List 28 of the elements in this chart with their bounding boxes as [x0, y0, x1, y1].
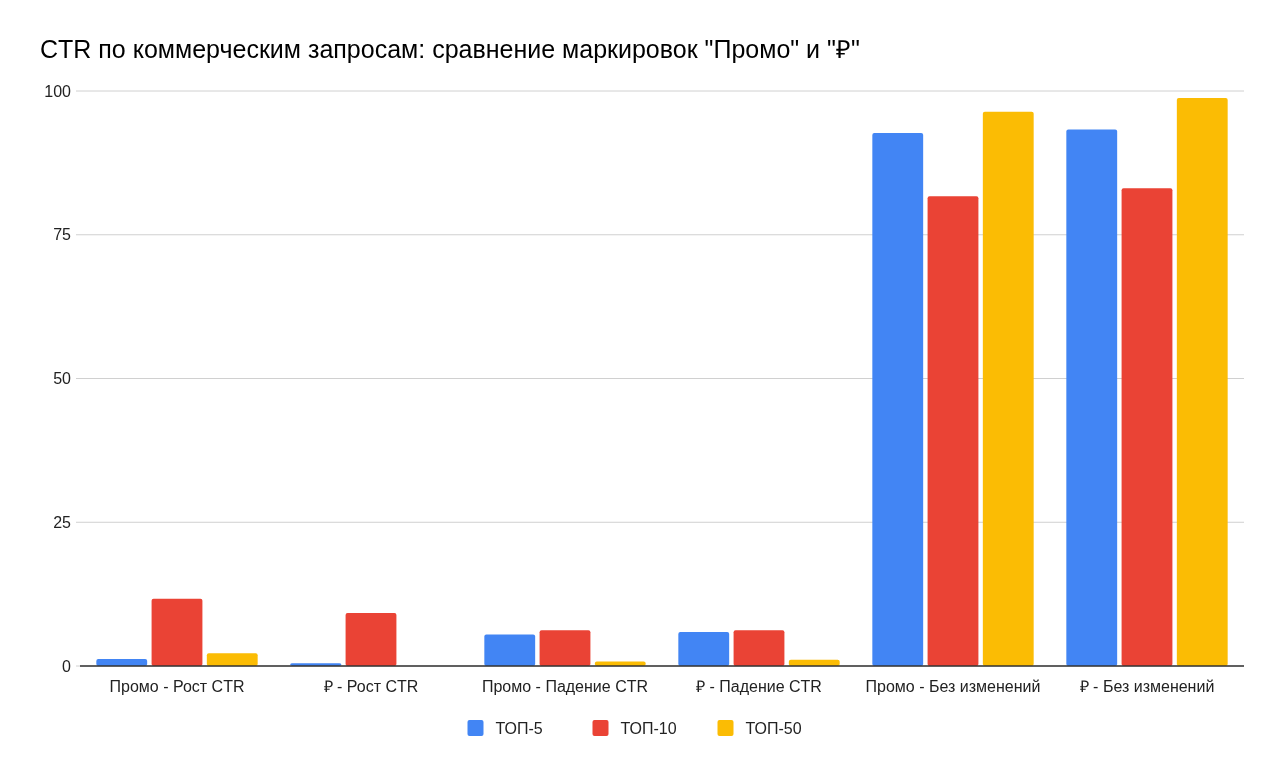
bar	[345, 613, 397, 666]
bar	[539, 630, 591, 666]
legend-label: ТОП-50	[745, 719, 802, 737]
y-tick-label: 50	[53, 370, 72, 388]
bar	[927, 196, 979, 666]
bar	[872, 132, 924, 666]
legend-label: ТОП-5	[495, 719, 543, 737]
x-tick-label: Промо - Рост CTR	[109, 678, 245, 695]
x-tick-label: ₽ - Без изменений	[1079, 678, 1215, 695]
x-tick-label: Промо - Падение CTR	[481, 678, 649, 695]
bar	[982, 111, 1034, 666]
y-tick-label: 100	[44, 82, 72, 100]
bar	[1066, 129, 1118, 666]
y-tick-label: 75	[53, 226, 72, 244]
x-tick-label: ₽ - Рост CTR	[323, 678, 419, 695]
legend-label: ТОП-10	[620, 719, 677, 737]
x-tick-label: ₽ - Падение CTR	[696, 678, 822, 695]
bar	[151, 598, 203, 666]
y-tick-label: 0	[62, 657, 72, 675]
bar	[678, 632, 730, 666]
chart-title: CTR по коммерческим запросам: сравнение маркировок "Промо" и "₽"	[40, 35, 860, 63]
bar	[484, 634, 536, 666]
bar	[1121, 188, 1173, 666]
bar	[1176, 97, 1228, 666]
x-tick-label: Промо - Без изменений	[865, 678, 1041, 695]
bar	[733, 630, 785, 666]
bar	[206, 653, 258, 666]
y-tick-label: 25	[53, 513, 72, 531]
